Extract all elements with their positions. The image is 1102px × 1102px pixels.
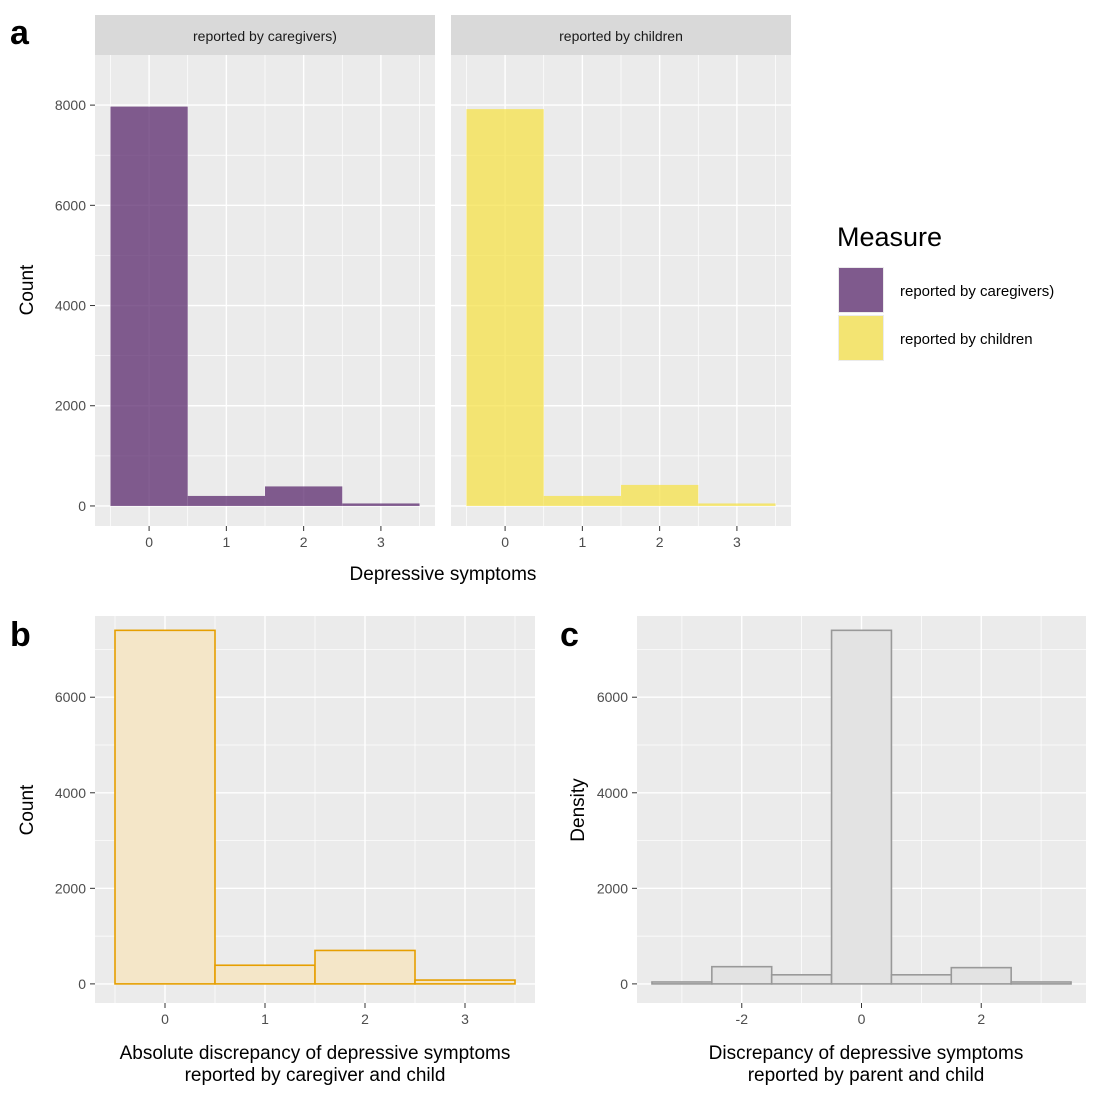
chart-a-x-title: Depressive symptoms [350, 564, 537, 585]
chart-a-facet-1-strip-label: reported by caregivers) [193, 28, 337, 44]
chart-a-facet-1-x-tick-label: 2 [300, 534, 308, 550]
chart-a-facet-2-bar [543, 495, 621, 506]
chart-c-bar [830, 629, 893, 985]
chart-b-y-tick-label: 6000 [55, 689, 86, 705]
legend-label: reported by caregivers) [900, 283, 1054, 300]
chart-c-x-tick-label: 0 [858, 1011, 866, 1027]
chart-b-y-tick-label: 2000 [55, 880, 86, 896]
chart-a-facet-1-bar [342, 503, 420, 506]
chart-b-y-tick-label: 0 [78, 976, 86, 992]
chart-b-x-tick-label: 3 [461, 1011, 469, 1027]
chart-a-facet-2-bar [698, 503, 776, 506]
chart-c-bar [770, 974, 833, 985]
chart-a-facet-1-x-tick-label: 3 [377, 534, 385, 550]
panel-tag-c: c [560, 616, 579, 654]
chart-a-facet-2-x-tick-label: 1 [578, 534, 586, 550]
chart-a-facet-2-x-tick-label: 0 [501, 534, 509, 550]
chart-a-facet-1-x-tick-label: 1 [222, 534, 230, 550]
chart-c-x-title: reported by parent and child [748, 1065, 985, 1086]
chart-c-y-tick-label: 4000 [597, 785, 628, 801]
chart-b-bar [314, 949, 416, 985]
chart-a-facet-1-strip [95, 15, 435, 55]
chart-a-facet-1-y-tick-label: 4000 [55, 298, 86, 314]
chart-b-x-tick-label: 2 [361, 1011, 369, 1027]
chart-a-facet-1-bar [265, 486, 343, 506]
chart-a-facet-1-y-tick-label: 6000 [55, 197, 86, 213]
chart-a-facet-2-strip-label: reported by children [559, 28, 683, 44]
chart-b-x-title: reported by caregiver and child [185, 1065, 446, 1086]
chart-c-bar [711, 965, 773, 985]
legend-label: reported by children [900, 331, 1033, 348]
chart-b-bar [214, 964, 316, 985]
chart-c-bar [651, 981, 713, 985]
chart-a-facet-1-bar [187, 495, 265, 506]
chart-c-y-tick-label: 0 [620, 976, 628, 992]
panel-tag-a: a [10, 14, 30, 52]
legend-swatch [839, 268, 883, 312]
chart-a-facet-1-x-tick-label: 0 [145, 534, 153, 550]
chart-c-x-tick-label: -2 [736, 1011, 749, 1027]
plot-layer: reported by caregivers)0 1 2 30200040006000… [17, 15, 1086, 1086]
chart-b-x-tick-label: 0 [161, 1011, 169, 1027]
chart-a-y-title: Count [17, 264, 38, 315]
chart-b-bar [114, 629, 216, 985]
chart-c-y-tick-label: 6000 [597, 689, 628, 705]
chart-a-facet-2-x-tick-label: 3 [733, 534, 741, 550]
chart-c-y-tick-label: 2000 [597, 880, 628, 896]
chart-a-facet-1-bar [110, 106, 188, 506]
legend-title: Measure [837, 222, 942, 252]
chart-c-bar [950, 966, 1012, 985]
chart-b-x-tick-label: 1 [261, 1011, 269, 1027]
chart-c-y-title: Density [568, 778, 589, 842]
chart-b-x-title: Absolute discrepancy of depressive sympt… [120, 1043, 511, 1064]
chart-a-facet-1-y-tick-label: 0 [78, 498, 86, 514]
chart-a-facet-2-x-tick-label: 2 [656, 534, 664, 550]
panel-tag-b: b [10, 616, 31, 654]
chart-c-x-tick-label: 2 [977, 1011, 985, 1027]
chart-c-x-title: Discrepancy of depressive symptoms [709, 1043, 1024, 1064]
chart-a-facet-1-y-tick-label: 8000 [55, 97, 86, 113]
chart-b-y-title: Count [17, 784, 38, 835]
chart-b-y-tick-label: 4000 [55, 785, 86, 801]
chart-b-bar [414, 979, 516, 985]
chart-c-bar [1010, 981, 1072, 985]
chart-a-facet-2-strip [451, 15, 791, 55]
chart-a-facet-2-bar [466, 109, 544, 506]
chart-a-facet-2-bar [621, 484, 699, 506]
chart-c-bar [890, 974, 953, 985]
legend-swatch [839, 316, 883, 360]
chart-a-facet-1-y-tick-label: 2000 [55, 398, 86, 414]
